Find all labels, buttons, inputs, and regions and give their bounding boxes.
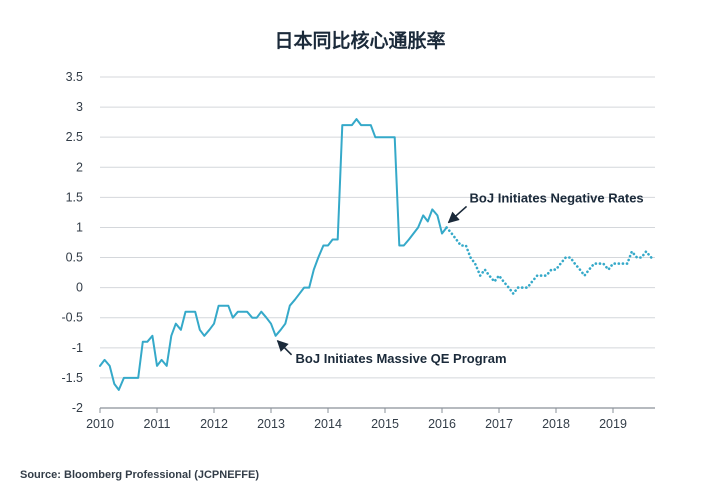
x-tick-label: 2019 xyxy=(599,417,627,431)
x-tick-label: 2011 xyxy=(144,417,171,431)
y-tick-label: 1.5 xyxy=(66,190,83,204)
annotations: BoJ Initiates Negative Rates BoJ Initiate… xyxy=(276,190,644,366)
y-tick-label: -0.5 xyxy=(61,311,83,325)
x-tick-label: 2012 xyxy=(200,417,228,431)
y-tick-label: 1 xyxy=(76,220,83,234)
series-lines xyxy=(99,118,653,391)
x-tick-label: 2013 xyxy=(257,417,285,431)
x-tick-label: 2017 xyxy=(485,417,513,431)
series-line-dotted xyxy=(445,226,653,296)
x-axis-ticks: 2010 2011 2012 2013 2014 2015 2016 2017 2018 2019 xyxy=(86,408,627,431)
y-tick-label: -1 xyxy=(72,341,83,355)
x-tick-label: 2018 xyxy=(542,417,570,431)
x-tick-label: 2010 xyxy=(86,417,114,431)
x-tick-label: 2016 xyxy=(428,417,456,431)
annotation-label: BoJ Initiates Massive QE Program xyxy=(296,351,507,366)
annotation-arrow xyxy=(447,205,468,224)
y-tick-label: 2 xyxy=(76,160,83,174)
x-tick-label: 2014 xyxy=(314,417,342,431)
chart-title: 日本同比核心通胀率 xyxy=(274,30,446,52)
annotation-arrow xyxy=(276,339,293,356)
y-tick-label: -2 xyxy=(72,401,83,415)
y-tick-label: 2.5 xyxy=(66,130,83,144)
y-axis-ticks: 3.5 3 2.5 2 1.5 1 0.5 0 -0.5 -1 -1.5 -2 xyxy=(61,70,83,415)
grid-lines xyxy=(100,76,655,379)
x-tick-label: 2015 xyxy=(371,417,399,431)
series-line-solid xyxy=(99,118,448,391)
y-tick-label: 0 xyxy=(76,281,83,295)
source-note: Source: Bloomberg Professional (JCPNEFFE… xyxy=(20,469,259,481)
y-tick-label: 0.5 xyxy=(66,251,83,265)
y-tick-label: 3.5 xyxy=(66,70,83,84)
y-tick-label: -1.5 xyxy=(61,371,83,385)
annotation-label: BoJ Initiates Negative Rates xyxy=(470,190,644,205)
y-tick-label: 3 xyxy=(76,100,83,114)
